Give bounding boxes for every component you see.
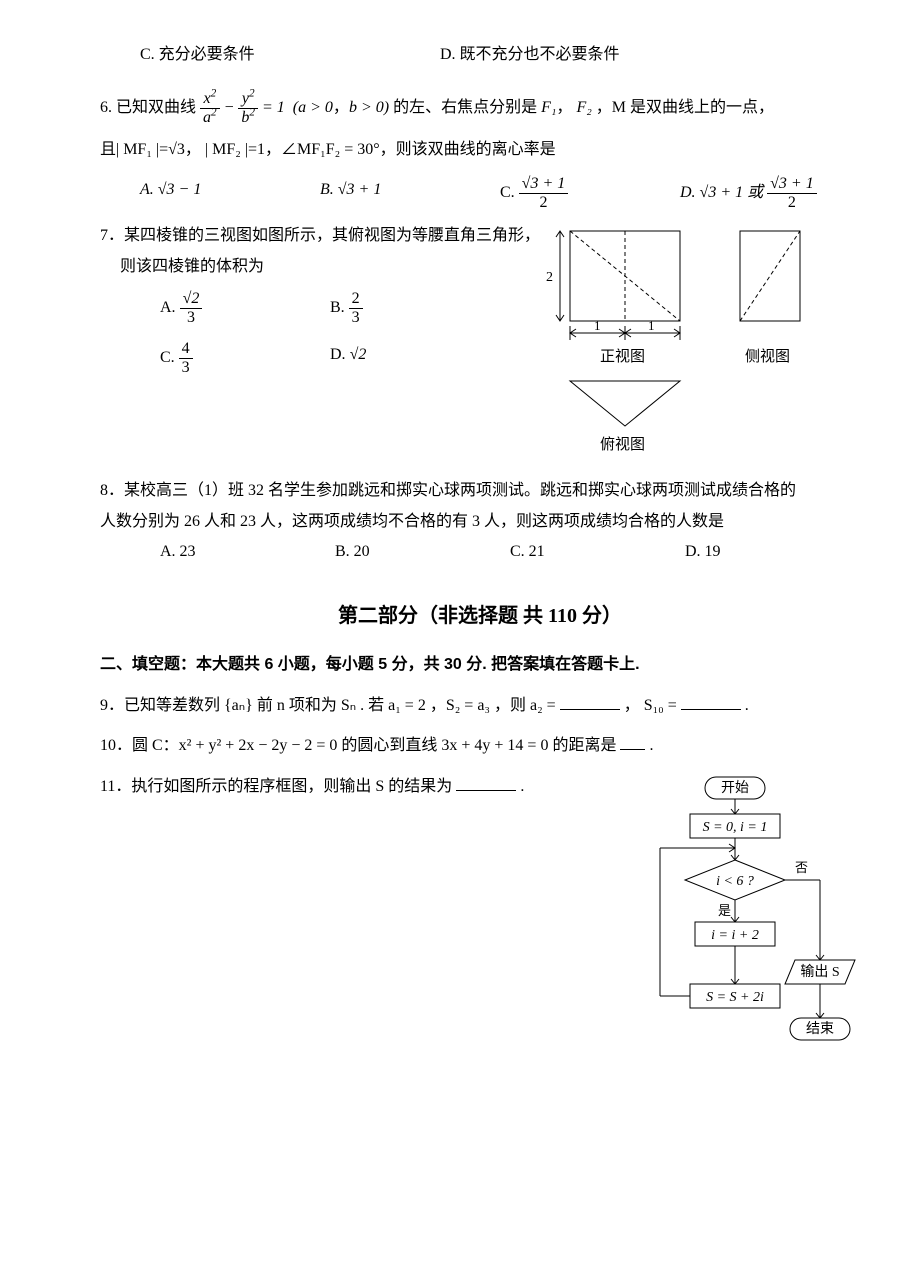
q7-figure: 2 1 1 正视图 侧视图 [540,221,860,451]
q5-options: C. 充分必要条件 D. 既不充分也不必要条件 [140,40,860,70]
svg-text:结束: 结束 [806,1021,834,1037]
q6-optC: C. √3 + 12 [500,175,680,211]
part2-sub: 二、填空题：本大题共 6 小题，每小题 5 分，共 30 分. 把答案填在答题卡… [100,650,860,680]
q6-close: ) [384,99,389,116]
q6-comma: ， [333,99,349,116]
q6-stem-line1: 6. 已知双曲线 x2a2 − y2b2 = 1 (a > 0，b > 0) 的… [100,90,860,126]
q6-mclause: ，M 是双曲线上的一点， [596,99,774,116]
q10: 10．圆 C：x² + y² + 2x − 2y − 2 = 0 的圆心到直线 … [100,731,860,761]
q6-optA: A. √3 − 1 [140,175,320,211]
q7-stem2: 则该四棱锥的体积为 [120,252,540,282]
q7-opts-cd: C. 43 D. √2 [160,340,540,376]
q7-optD-val: √2 [350,346,367,363]
svg-text:输出 S: 输出 S [800,964,839,980]
q5-optC: C. 充分必要条件 [140,40,440,70]
q10-text: 10．圆 C：x² + y² + 2x − 2y − 2 = 0 的圆心到直线 … [100,737,616,754]
q7-optB-label: B. [330,299,345,316]
top-view-svg: 俯视图 [570,381,680,451]
q7-optC-frac: 43 [179,340,193,376]
svg-text:i = i + 2: i = i + 2 [711,928,759,943]
q7-stem1: 7．某四棱锥的三视图如图所示，其俯视图为等腰直角三角形， [100,221,540,251]
svg-text:否: 否 [795,860,808,875]
q7-optC: C. 43 [160,340,330,376]
q9-blank2 [681,693,741,710]
svg-text:i < 6 ?: i < 6 ? [716,874,754,889]
svg-text:1: 1 [648,318,655,333]
svg-text:正视图: 正视图 [600,348,645,365]
flowchart: 开始 S = 0, i = 1 i < 6 ? 是 否 i = i + 2 [640,772,860,1072]
q6-c1: ， [556,99,572,116]
q8-optD: D. 19 [685,537,860,567]
q7-optD-label: D. [330,346,346,363]
q6-optD-label: D. √3 + 1 或 [680,184,763,201]
q6-post: 的左、右焦点分别是 [393,99,541,116]
q6-stem-line2: 且| MF₁ |=√3， | MF₂ |=1，∠MF₁F₂ = 30°，则该双曲… [100,135,860,165]
q6-frac-y: y2b2 [238,90,258,126]
part2-title: 第二部分（非选择题 共 110 分） [100,597,860,635]
q6-line2: 且| MF₁ |=√3， | MF₂ |=1，∠MF₁F₂ = 30°，则该双曲… [100,141,556,158]
q6-minus: − [224,99,239,116]
q7-optB-frac: 23 [349,290,363,326]
svg-text:是: 是 [718,903,731,918]
q6-optB: B. √3 + 1 [320,175,500,211]
svg-text:侧视图: 侧视图 [745,348,790,365]
q8-optB: B. 20 [335,537,510,567]
q7-optA: A. √23 [160,290,330,326]
q6-optC-frac: √3 + 12 [519,175,569,211]
svg-text:S = 0, i = 1: S = 0, i = 1 [703,820,768,835]
q9: 9．已知等差数列 {aₙ} 前 n 项和为 Sₙ . 若 a₁ = 2 ，S₂ … [100,691,860,721]
q7-optA-label: A. [160,299,176,316]
q6-optC-label: C. [500,184,515,201]
svg-text:俯视图: 俯视图 [600,436,645,451]
q7-optA-frac: √23 [180,290,203,326]
q9-text2: ， S₁₀ = [624,697,677,714]
q11-blank [456,774,516,791]
q7-optD: D. √2 [330,340,366,376]
q6-options: A. √3 − 1 B. √3 + 1 C. √3 + 12 D. √3 + 1… [140,175,860,211]
side-view-svg: 侧视图 [740,231,800,365]
q10-blank [620,733,645,750]
q9-blank1 [560,693,620,710]
q8-optC: C. 21 [510,537,685,567]
front-view-svg: 2 1 1 正视图 [546,231,680,365]
q6-optD: D. √3 + 1 或 √3 + 12 [680,175,860,211]
q8-options: A. 23 B. 20 C. 21 D. 19 [160,537,860,567]
q6-eq1: = 1 ( [262,99,298,116]
q6-pre: 6. 已知双曲线 [100,99,200,116]
svg-text:1: 1 [594,318,601,333]
q6: 6. 已知双曲线 x2a2 − y2b2 = 1 (a > 0，b > 0) 的… [100,90,860,211]
q5-optD: D. 既不充分也不必要条件 [440,40,620,70]
q6-agt: a > 0 [298,99,333,116]
q9-text1: 9．已知等差数列 {aₙ} 前 n 项和为 Sₙ . 若 a₁ = 2 ，S₂ … [100,697,556,714]
svg-text:开始: 开始 [721,780,749,796]
svg-text:2: 2 [546,270,553,285]
q8-line2: 人数分别为 26 人和 23 人，这两项成绩均不合格的有 3 人，则这两项成绩均… [100,507,860,537]
q6-frac-x: x2a2 [200,90,220,126]
q8: 8．某校高三（1）班 32 名学生参加跳远和掷实心球两项测试。跳远和掷实心球两项… [100,476,860,567]
q7-optC-label: C. [160,349,175,366]
q6-f1: F₁ [541,99,556,116]
q11-text: 11．执行如图所示的程序框图，则输出 S 的结果为 [100,778,452,795]
q7: 7．某四棱锥的三视图如图所示，其俯视图为等腰直角三角形， 则该四棱锥的体积为 A… [100,221,860,451]
q8-line1: 8．某校高三（1）班 32 名学生参加跳远和掷实心球两项测试。跳远和掷实心球两项… [100,476,860,506]
q8-optA: A. 23 [160,537,335,567]
svg-text:S = S + 2i: S = S + 2i [706,990,764,1005]
q6-bgt: b > 0 [349,99,384,116]
q7-opts-ab: A. √23 B. 23 [160,290,540,326]
q7-optB: B. 23 [330,290,363,326]
q6-optD-frac: √3 + 12 [767,175,817,211]
q11: 11．执行如图所示的程序框图，则输出 S 的结果为 . 开始 S = 0, i … [100,772,860,1072]
q6-f2: F₂ [576,99,591,116]
